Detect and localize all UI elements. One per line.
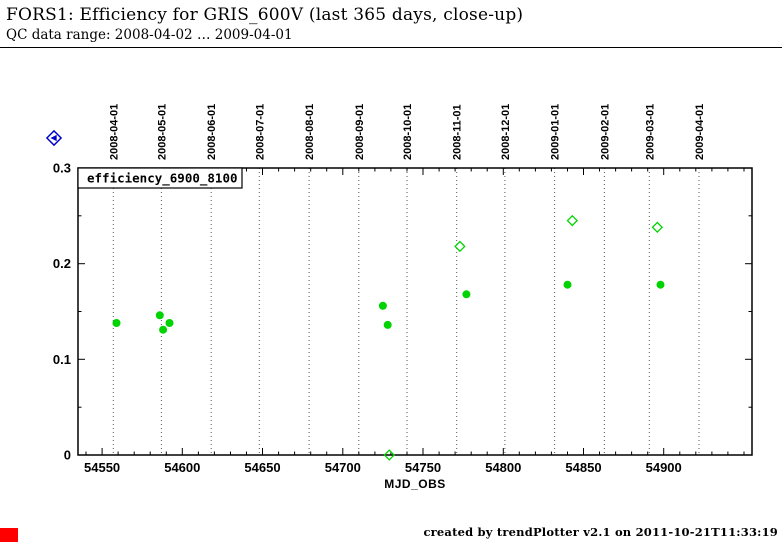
date-label: 2008-07-01 xyxy=(254,104,266,160)
x-tick-label: 54800 xyxy=(485,460,521,475)
series-label: efficiency_6900_8100 xyxy=(87,171,238,187)
header: FORS1: Efficiency for GRIS_600V (last 36… xyxy=(0,0,782,44)
date-label: 2009-01-01 xyxy=(550,104,562,160)
footer-red-marker xyxy=(0,528,18,542)
data-point-circle xyxy=(112,319,121,327)
date-label: 2008-10-01 xyxy=(402,104,414,160)
x-tick-label: 54600 xyxy=(164,460,200,475)
arrow-glyph-icon xyxy=(50,134,57,142)
date-label: 2008-08-01 xyxy=(304,104,316,160)
footer-credit: created by trendPlotter v2.1 on 2011-10-… xyxy=(423,525,778,539)
x-tick-label: 54650 xyxy=(244,460,280,475)
x-tick-label: 54550 xyxy=(84,460,120,475)
y-tick-label: 0.2 xyxy=(53,256,71,271)
date-label: 2008-04-01 xyxy=(108,104,120,160)
date-label: 2008-09-01 xyxy=(354,104,366,160)
x-tick-label: 54850 xyxy=(565,460,601,475)
data-point-circle xyxy=(383,320,392,329)
data-point-circle xyxy=(656,280,665,289)
data-point-diamond xyxy=(454,240,466,253)
y-tick-label: 0 xyxy=(64,448,71,463)
date-label: 2008-06-01 xyxy=(206,104,218,160)
data-point-diamond xyxy=(651,221,664,234)
data-point-circle xyxy=(378,301,387,310)
diamond-outline-icon xyxy=(46,130,62,146)
y-tick-label: 0.3 xyxy=(53,161,71,176)
data-point-circle xyxy=(165,319,174,327)
data-point-diamond xyxy=(383,449,396,461)
date-label: 2009-03-01 xyxy=(644,104,656,160)
page-title: FORS1: Efficiency for GRIS_600V (last 36… xyxy=(6,5,524,25)
plot-frame xyxy=(77,167,753,456)
data-point-circle xyxy=(462,290,471,299)
series-label-box xyxy=(77,167,243,189)
header-divider xyxy=(0,47,782,48)
x-tick-label: 54750 xyxy=(405,460,441,475)
x-axis-title: MJD_OBS xyxy=(384,477,446,491)
data-point-circle xyxy=(159,325,168,334)
date-label: 2008-12-01 xyxy=(500,104,512,160)
full-range-nav-diamond-icon[interactable] xyxy=(46,130,62,146)
x-tick-label: 54900 xyxy=(646,460,682,475)
date-label: 2009-04-01 xyxy=(694,104,706,160)
x-tick-label: 54700 xyxy=(325,460,361,475)
date-label: 2008-11-01 xyxy=(452,104,464,160)
data-point-diamond xyxy=(566,214,579,227)
efficiency-scatter-plot: 2008-04-01 2008-05-01 2008-06-01 2008-07-01… xyxy=(53,104,753,491)
y-tick-label: 0.1 xyxy=(53,352,71,367)
date-label: 2008-05-01 xyxy=(156,104,168,160)
date-label: 2009-02-01 xyxy=(599,104,611,160)
qc-data-range: QC data range: 2008-04-02 … 2009-04-01 xyxy=(6,27,293,43)
data-point-circle xyxy=(155,311,164,320)
data-point-circle xyxy=(563,280,572,289)
